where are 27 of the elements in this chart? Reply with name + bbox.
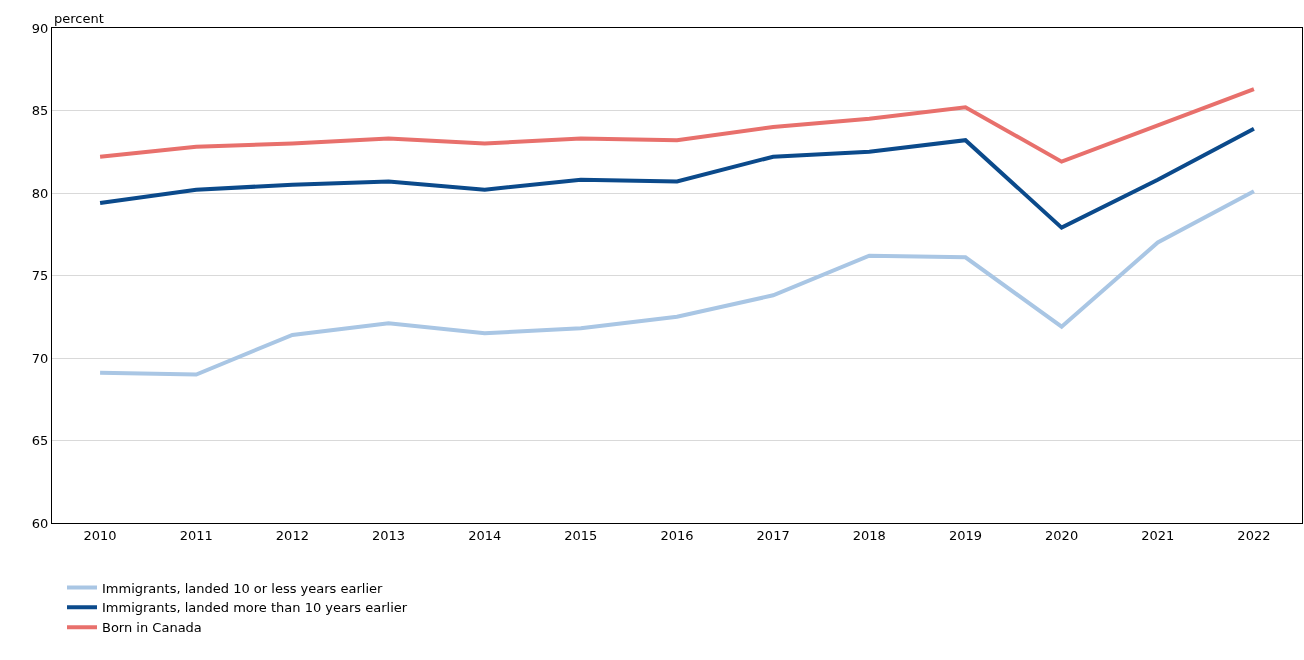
x-tick-label: 2011 [179,527,213,543]
y-tick-label: 75 [31,268,49,284]
x-tick-label: 2018 [852,527,886,543]
line-series [98,189,1256,377]
legend-label: Born in Canada [102,620,202,636]
y-tick-label: 70 [31,350,49,366]
x-tick-label: 2012 [275,527,309,543]
y-tick-label: 60 [31,515,49,531]
x-tick-label: 2020 [1045,527,1079,543]
legend-label: Immigrants, landed more than 10 years earlier [102,600,408,616]
x-tick-label: 2019 [948,527,983,543]
line-series [98,87,1256,164]
y-tick-label: 65 [31,433,49,449]
legend-label: Immigrants, landed 10 or less years earlier [102,580,383,596]
y-tick-label: 90 [31,20,49,36]
y-tick-label: 80 [31,185,49,201]
x-tick-label: 2014 [468,527,502,543]
x-tick-label: 2017 [756,527,790,543]
x-tick-label: 2010 [83,527,117,543]
line-series [98,126,1256,230]
x-tick-label: 2015 [564,527,598,543]
x-tick-label: 2022 [1237,527,1271,543]
x-tick-label: 2013 [371,527,406,543]
y-tick-label: 85 [31,103,49,119]
x-tick-label: 2016 [660,527,694,543]
x-tick-label: 2021 [1141,527,1175,543]
y-axis-title: percent [54,11,104,26]
